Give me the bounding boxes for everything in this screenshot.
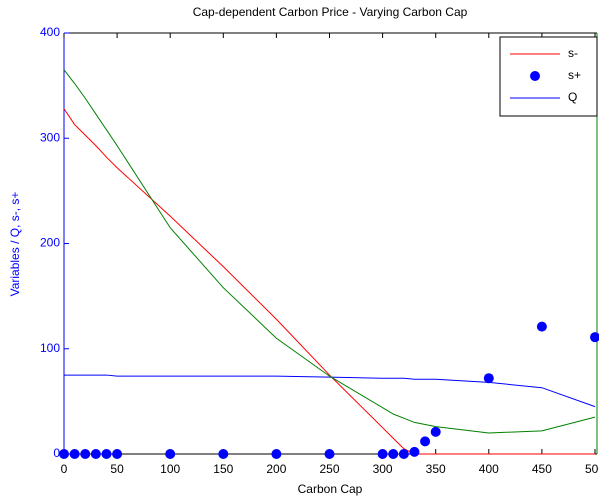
- legend-label: Q: [568, 90, 577, 104]
- data-point: [112, 449, 123, 459]
- x-tick-label: 350: [426, 462, 446, 476]
- data-point: [324, 449, 335, 459]
- x-axis-label: Carbon Cap: [298, 482, 363, 496]
- data-point: [536, 321, 547, 332]
- y-axis-label: Variables / Q, s-, s+: [8, 192, 22, 297]
- data-point: [430, 426, 441, 437]
- x-tick-label: 200: [266, 462, 286, 476]
- data-point: [218, 449, 229, 459]
- chart-title: Cap-dependent Carbon Price - Varying Car…: [193, 5, 468, 19]
- data-point: [90, 449, 101, 459]
- data-point: [101, 449, 112, 459]
- y-tick-label: 200: [40, 236, 60, 250]
- series-line: [63, 108, 595, 455]
- data-point: [59, 449, 69, 459]
- data-point: [165, 449, 176, 459]
- x-tick-label: 500: [585, 462, 599, 476]
- legend-label: s+: [568, 68, 581, 82]
- x-tick-label: 300: [373, 462, 393, 476]
- series-line: [63, 69, 596, 434]
- y-tick-label: 400: [40, 25, 60, 39]
- data-point: [377, 449, 388, 459]
- data-point: [80, 449, 91, 459]
- x-tick-label: 100: [160, 462, 180, 476]
- data-point: [483, 373, 494, 384]
- data-point: [590, 332, 599, 343]
- data-point: [271, 449, 282, 459]
- x-tick-label: 0: [61, 462, 68, 476]
- x-tick-label: 250: [319, 462, 339, 476]
- series-line: [64, 374, 596, 408]
- x-tick-label: 450: [532, 462, 552, 476]
- x-tick-label: 400: [479, 462, 499, 476]
- y-tick-label: 100: [40, 341, 60, 355]
- data-point: [69, 449, 80, 459]
- legend-box: [499, 36, 598, 117]
- data-point: [398, 449, 409, 459]
- legend-marker: [530, 71, 540, 81]
- x-tick-label: 150: [213, 462, 233, 476]
- data-point: [409, 446, 420, 457]
- data-point: [420, 436, 431, 447]
- y-tick-label: 0: [53, 446, 60, 460]
- legend-label: s-: [568, 46, 578, 60]
- data-point: [388, 449, 399, 459]
- x-tick-label: 50: [110, 462, 124, 476]
- y-tick-label: 300: [40, 130, 60, 144]
